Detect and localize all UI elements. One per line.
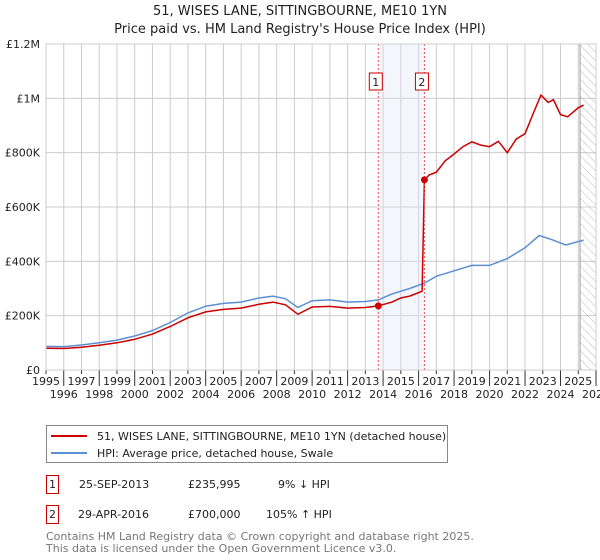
y-tick-label: £600K [5, 201, 41, 214]
y-tick-label: £0 [26, 364, 40, 377]
x-tick-label: 2020 [476, 388, 504, 401]
x-tick-label: 1998 [85, 388, 113, 401]
y-tick-label: £400K [5, 255, 41, 268]
sale-label: 2 [418, 76, 425, 89]
series-line [45, 93, 584, 350]
x-tick-label: 2016 [405, 388, 433, 401]
sale-label-box [368, 72, 383, 91]
x-tick-label: 1996 [50, 388, 78, 401]
x-tick-label: 1995 [32, 375, 60, 388]
sale-hpi-diff: 105% ↑ HPI [266, 508, 332, 521]
legend: 51, WISES LANE, SITTINGBOURNE, ME10 1YN … [46, 425, 448, 463]
legend-item-property: 51, WISES LANE, SITTINGBOURNE, ME10 1YN … [51, 428, 446, 444]
sale-price: £700,000 [188, 508, 241, 521]
x-tick-label: 2019 [458, 375, 486, 388]
x-tick-label: 2010 [298, 388, 326, 401]
legend-label-property: 51, WISES LANE, SITTINGBOURNE, ME10 1YN … [97, 429, 447, 443]
x-tick-label: 2008 [263, 388, 291, 401]
forecast-hatch [580, 44, 596, 370]
x-tick-label: 2003 [174, 375, 202, 388]
x-tick-label: 2004 [192, 388, 220, 401]
sale-marker-box: 2 [46, 505, 59, 524]
x-tick-label: 2005 [209, 375, 237, 388]
y-tick-label: £800K [5, 147, 41, 160]
sale-price: £235,995 [188, 478, 241, 491]
x-tick-label: 2002 [156, 388, 184, 401]
x-tick-label: 1997 [67, 375, 95, 388]
blue-line-swatch [51, 452, 87, 454]
chart-title: 51, WISES LANE, SITTINGBOURNE, ME10 1YN [152, 4, 448, 19]
x-tick-label: 2024 [547, 388, 575, 401]
sale-date: 25-SEP-2013 [79, 478, 150, 491]
chart-subtitle: Price paid vs. HM Land Registry's House … [114, 22, 486, 37]
plot-border [45, 43, 597, 371]
x-tick-label: 2025 [564, 375, 592, 388]
x-tick-label: 2023 [529, 375, 557, 388]
x-tick-label: 2022 [511, 388, 539, 401]
x-tick-label: 2009 [280, 375, 308, 388]
red-line-swatch [51, 435, 87, 437]
y-tick-label: £1.2M [6, 38, 40, 51]
x-tick-label: 2012 [334, 388, 362, 401]
sale-row: 2 29-APR-2016 £700,000 105% ↑ HPI [46, 505, 446, 525]
x-tick-label: 2013 [351, 375, 379, 388]
footer: Contains HM Land Registry data © Crown c… [46, 531, 474, 555]
sale-label-box [414, 72, 429, 91]
x-tick-label: 2015 [387, 375, 415, 388]
sale-point [374, 302, 382, 310]
footer-copyright: Contains HM Land Registry data © Crown c… [46, 530, 474, 543]
x-tick-label: 2006 [227, 388, 255, 401]
x-tick-label: 2018 [440, 388, 468, 401]
legend-label-hpi: HPI: Average price, detached house, Swal… [97, 446, 334, 460]
x-tick-label: 2026 [582, 388, 600, 401]
x-tick-label: 2001 [138, 375, 166, 388]
x-tick-label: 2021 [493, 375, 521, 388]
x-tick-label: 2011 [316, 375, 344, 388]
series-line [45, 234, 584, 348]
x-tick-label: 2014 [369, 388, 397, 401]
sale-label: 1 [372, 76, 379, 89]
sale-date: 29-APR-2016 [78, 508, 150, 521]
legend-item-hpi: HPI: Average price, detached house, Swal… [51, 445, 333, 461]
sale-point [420, 176, 428, 184]
sale-marker-box: 1 [46, 475, 59, 494]
sale-hpi-diff: 9% ↓ HPI [278, 478, 330, 491]
y-tick-label: £1M [17, 92, 41, 105]
y-tick-label: £200K [5, 310, 41, 323]
x-tick-label: 2000 [121, 388, 149, 401]
x-tick-label: 2017 [422, 375, 450, 388]
x-tick-label: 1999 [103, 375, 131, 388]
sale-period-shade [378, 44, 425, 370]
x-tick-label: 2007 [245, 375, 273, 388]
sale-row: 1 25-SEP-2013 £235,995 9% ↓ HPI [46, 475, 446, 495]
footer-licence: This data is licensed under the Open Gov… [46, 542, 397, 555]
plot-area: 1 219951996199719981999200020012002200320… [5, 38, 600, 401]
